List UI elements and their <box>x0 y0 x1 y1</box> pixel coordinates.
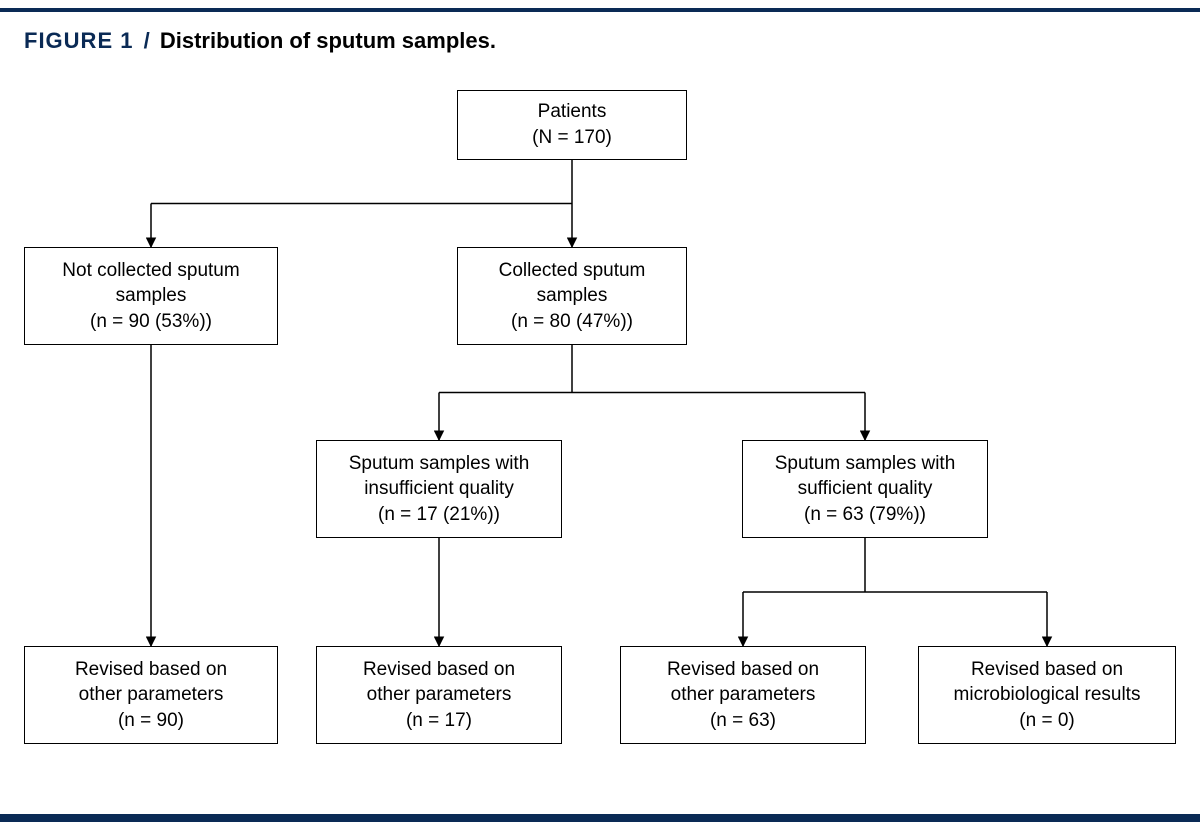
node-line: samples <box>537 283 608 309</box>
node-line: (n = 63) <box>710 708 776 734</box>
figure-title: Distribution of sputum samples. <box>160 28 496 53</box>
node-patients: Patients (N = 170) <box>457 90 687 160</box>
node-revised-sufficient-other: Revised based on other parameters (n = 6… <box>620 646 866 744</box>
node-revised-not-collected: Revised based on other parameters (n = 9… <box>24 646 278 744</box>
node-line: (n = 17) <box>406 708 472 734</box>
node-line: other parameters <box>367 682 512 708</box>
node-sufficient-quality: Sputum samples with sufficient quality (… <box>742 440 988 538</box>
figure-slash: / <box>140 28 154 53</box>
node-revised-insufficient: Revised based on other parameters (n = 1… <box>316 646 562 744</box>
top-rule <box>0 8 1200 12</box>
node-line: insufficient quality <box>364 476 514 502</box>
node-line: other parameters <box>79 682 224 708</box>
node-line: (n = 90 (53%)) <box>90 309 212 335</box>
node-line: (n = 90) <box>118 708 184 734</box>
figure-container: FIGURE 1 / Distribution of sputum sample… <box>0 0 1200 830</box>
node-collected: Collected sputum samples (n = 80 (47%)) <box>457 247 687 345</box>
bottom-rule <box>0 814 1200 822</box>
node-line: Revised based on <box>363 657 515 683</box>
node-line: (N = 170) <box>532 125 612 151</box>
node-line: microbiological results <box>954 682 1141 708</box>
node-line: other parameters <box>671 682 816 708</box>
node-line: Not collected sputum <box>62 258 239 284</box>
node-not-collected: Not collected sputum samples (n = 90 (53… <box>24 247 278 345</box>
node-line: samples <box>116 283 187 309</box>
node-line: Revised based on <box>75 657 227 683</box>
node-line: Sputum samples with <box>775 451 956 477</box>
node-line: (n = 63 (79%)) <box>804 502 926 528</box>
node-line: (n = 80 (47%)) <box>511 309 633 335</box>
node-line: (n = 0) <box>1019 708 1074 734</box>
node-line: Collected sputum <box>499 258 646 284</box>
node-line: Sputum samples with <box>349 451 530 477</box>
node-line: Patients <box>538 99 607 125</box>
node-line: Revised based on <box>971 657 1123 683</box>
figure-label: FIGURE 1 <box>24 28 133 53</box>
figure-caption: FIGURE 1 / Distribution of sputum sample… <box>24 28 496 54</box>
node-line: sufficient quality <box>798 476 933 502</box>
node-insufficient-quality: Sputum samples with insufficient quality… <box>316 440 562 538</box>
node-line: (n = 17 (21%)) <box>378 502 500 528</box>
node-line: Revised based on <box>667 657 819 683</box>
node-revised-sufficient-micro: Revised based on microbiological results… <box>918 646 1176 744</box>
